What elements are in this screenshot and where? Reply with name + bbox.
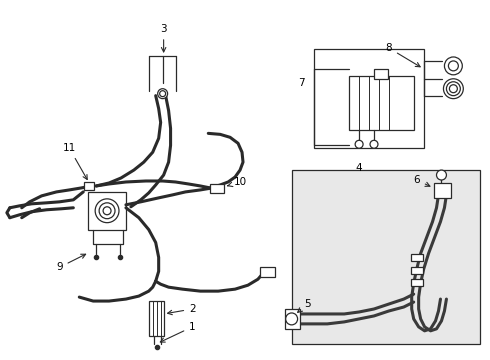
- Text: 9: 9: [56, 254, 86, 272]
- Circle shape: [370, 140, 378, 148]
- Bar: [260, 267, 275, 277]
- Circle shape: [355, 140, 363, 148]
- Bar: [315, 49, 424, 148]
- Text: 7: 7: [298, 78, 305, 88]
- Text: 6: 6: [414, 175, 430, 186]
- Bar: [292, 170, 480, 344]
- Circle shape: [444, 57, 462, 75]
- Bar: [411, 255, 422, 261]
- Bar: [149, 301, 164, 336]
- Bar: [374, 69, 388, 79]
- Text: 5: 5: [298, 299, 311, 312]
- Text: 4: 4: [356, 163, 363, 173]
- Bar: [88, 192, 126, 230]
- Bar: [411, 267, 422, 274]
- Text: 3: 3: [160, 24, 167, 52]
- Text: 1: 1: [160, 322, 196, 342]
- Circle shape: [160, 91, 166, 96]
- Circle shape: [103, 207, 111, 215]
- Bar: [434, 183, 451, 198]
- Bar: [210, 184, 224, 193]
- Text: 10: 10: [228, 177, 246, 187]
- Circle shape: [443, 79, 464, 99]
- Circle shape: [286, 313, 297, 325]
- Circle shape: [99, 203, 115, 219]
- Circle shape: [95, 199, 119, 223]
- Circle shape: [448, 61, 458, 71]
- Text: 2: 2: [168, 304, 196, 315]
- Bar: [285, 309, 299, 329]
- Bar: [84, 182, 94, 190]
- Text: 11: 11: [63, 143, 87, 180]
- Bar: [349, 76, 414, 130]
- Circle shape: [446, 82, 460, 96]
- Text: 8: 8: [386, 43, 420, 67]
- Circle shape: [449, 85, 457, 93]
- Bar: [411, 279, 422, 286]
- Circle shape: [437, 170, 446, 180]
- Circle shape: [158, 89, 168, 99]
